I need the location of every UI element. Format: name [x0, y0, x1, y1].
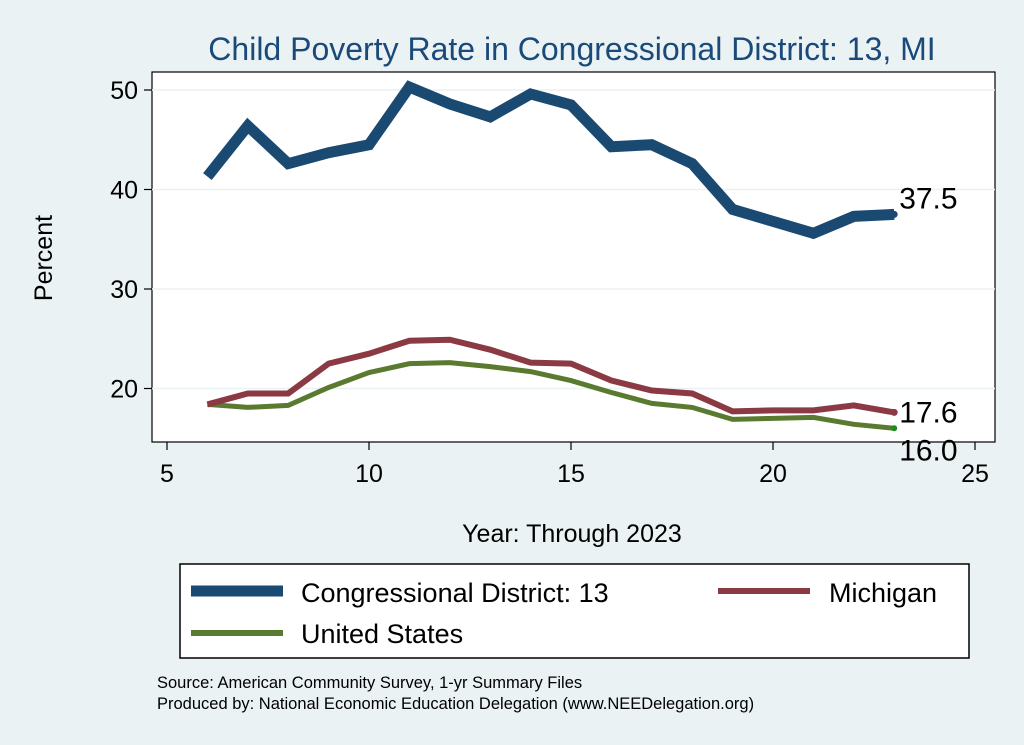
y-axis-title: Percent: [30, 215, 58, 301]
series-layer: [203, 80, 898, 432]
producer-note: Produced by: National Economic Education…: [157, 695, 754, 713]
series-end-marker-united-states: [891, 425, 898, 432]
end-value-label-united-states: 16.0: [899, 434, 957, 467]
x-axis-title: Year: Through 2023: [462, 520, 682, 548]
y-tick-label: 40: [110, 177, 138, 205]
series-line-congressional-district: [203, 80, 895, 240]
grid-lines: [152, 89, 995, 390]
chart-title: Child Poverty Rate in Congressional Dist…: [208, 31, 935, 67]
x-axis: 5 10 15 20 25: [160, 442, 989, 488]
x-tick-label: 5: [160, 460, 174, 488]
plot-area: 5 10 15 20 25 20 30 40 50 16.0 17.6 37.5: [110, 71, 996, 488]
y-tick-label: 50: [110, 77, 138, 105]
plot-background: [151, 71, 996, 443]
end-value-label-michigan: 17.6: [899, 396, 957, 429]
legend: Congressional District: 13 Michigan Unit…: [179, 563, 970, 659]
y-tick-label: 20: [110, 376, 138, 404]
y-axis: 20 30 40 50: [110, 77, 152, 404]
end-value-label-congressional-district: 37.5: [899, 182, 957, 215]
legend-label-congressional-district: Congressional District: 13: [301, 578, 609, 608]
y-tick-label: 30: [110, 276, 138, 304]
series-end-marker-michigan: [890, 408, 898, 416]
legend-box: [179, 563, 970, 659]
series-line-michigan: [206, 336, 895, 416]
x-tick-label: 10: [355, 460, 383, 488]
legend-label-united-states: United States: [301, 619, 463, 649]
x-tick-label: 25: [961, 460, 989, 488]
series-end-marker-congressional-district: [890, 210, 898, 218]
source-note: Source: American Community Survey, 1-yr …: [157, 674, 582, 692]
x-tick-label: 20: [759, 460, 787, 488]
end-labels: 16.0 17.6 37.5: [899, 182, 957, 467]
legend-label-michigan: Michigan: [829, 578, 937, 608]
x-tick-label: 15: [557, 460, 585, 488]
series-line-united-states: [207, 360, 895, 431]
